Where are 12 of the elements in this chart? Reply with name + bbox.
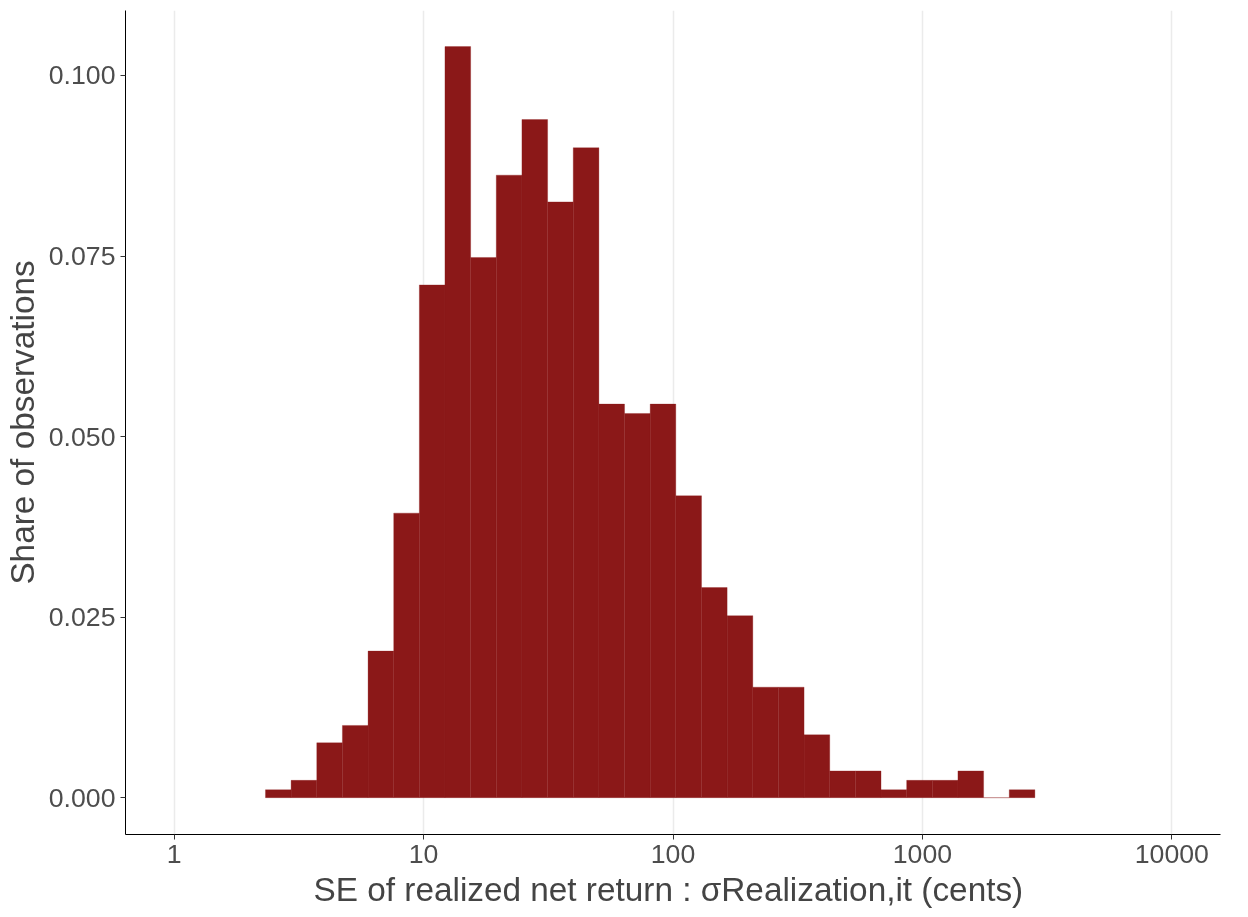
y-tick-label: 0.100 <box>48 60 116 91</box>
x-tick-label: 1 <box>166 838 182 869</box>
y-tick-label: 0.075 <box>48 241 116 272</box>
y-tick-label: 0.050 <box>48 421 116 452</box>
x-tick-label: 100 <box>650 838 696 869</box>
y-tick-label: 0.000 <box>48 782 116 813</box>
x-tick-label: 1000 <box>892 838 953 869</box>
x-tick-label: 10000 <box>1134 838 1209 869</box>
x-axis-title: SE of realized net return : σRealization,it (cents) <box>313 870 1024 908</box>
y-axis-title: Share of observations <box>3 260 41 585</box>
y-tick-label: 0.025 <box>48 602 116 633</box>
x-tick-label: 10 <box>408 838 439 869</box>
